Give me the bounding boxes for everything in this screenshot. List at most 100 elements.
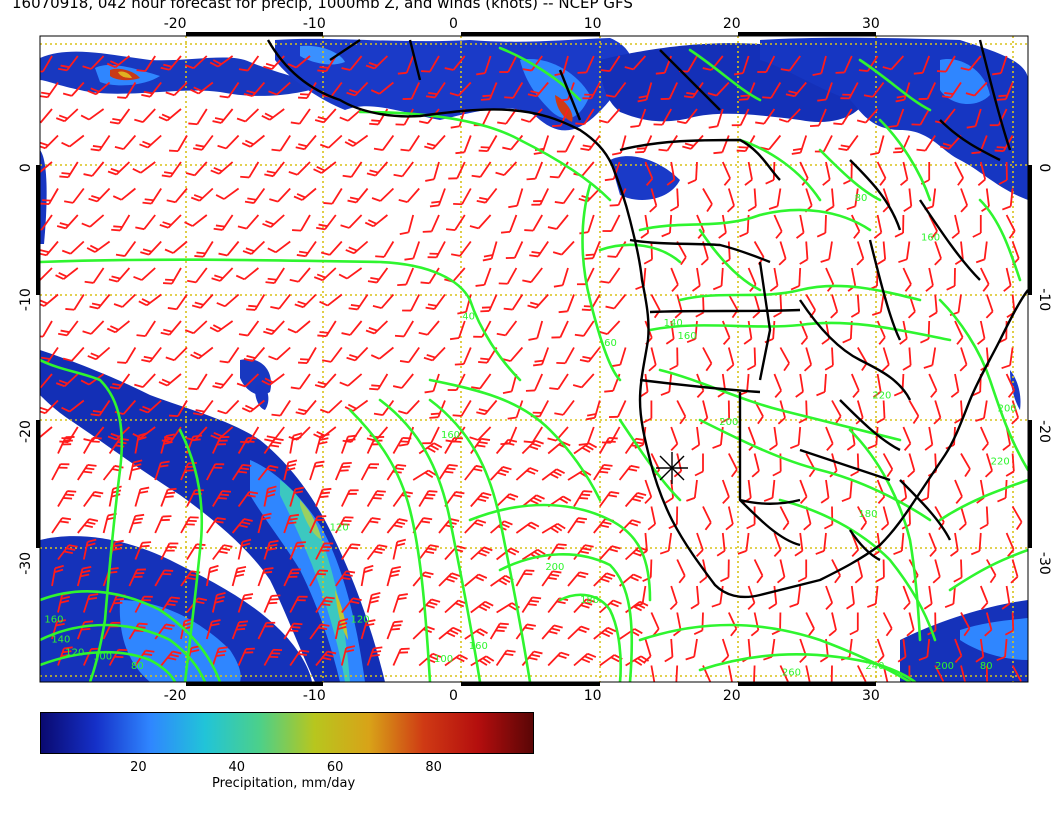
wind-barb xyxy=(107,161,131,176)
wind-barb xyxy=(392,538,407,560)
wind-barb xyxy=(287,55,311,69)
wind-barb xyxy=(340,489,359,507)
wind-barb xyxy=(420,267,440,285)
wind-barb xyxy=(1003,267,1012,292)
wind-barb xyxy=(217,134,240,150)
wind-barb xyxy=(366,161,389,177)
wind-barb xyxy=(40,399,59,415)
wind-barb xyxy=(751,453,760,478)
wind-barb xyxy=(527,81,549,98)
wind-barb xyxy=(618,464,640,481)
contour-label: 120 xyxy=(330,522,349,533)
wind-barb xyxy=(979,267,990,292)
wind-barb xyxy=(916,135,936,152)
lat-tick-right: -30 xyxy=(1036,552,1052,575)
wind-barb xyxy=(907,453,916,478)
wind-barb xyxy=(768,585,778,610)
wind-barb xyxy=(515,569,535,587)
wind-barb xyxy=(533,347,550,367)
contour-label: 100 xyxy=(93,652,112,663)
wind-barb xyxy=(309,569,328,587)
wind-barb xyxy=(825,585,834,611)
wind-barb xyxy=(882,612,893,637)
wind-barb xyxy=(236,108,260,123)
wind-barb xyxy=(263,320,285,336)
wind-barb xyxy=(658,135,678,152)
wind-barb xyxy=(702,347,713,372)
wind-barb xyxy=(427,241,446,259)
wind-barb xyxy=(40,55,53,73)
wind-barb xyxy=(495,161,518,177)
wind-barb xyxy=(89,293,111,310)
wind-barb xyxy=(755,108,776,125)
contour-label: 160 xyxy=(678,331,697,342)
contour-label: 200 xyxy=(719,417,738,428)
contour-label: 120 xyxy=(65,648,84,659)
wind-barb xyxy=(825,188,835,212)
wind-barb xyxy=(937,55,956,73)
wind-barb xyxy=(824,347,834,371)
wind-barb xyxy=(154,460,170,481)
wind-barb xyxy=(335,570,356,587)
wind-barb xyxy=(669,347,679,371)
wind-barb xyxy=(923,585,933,610)
wind-barb xyxy=(895,82,911,103)
wind-barb xyxy=(867,585,879,608)
wind-barb xyxy=(112,187,136,201)
wind-barb xyxy=(237,647,255,666)
wind-barb xyxy=(159,214,182,229)
wind-barb xyxy=(996,82,1014,101)
wind-barb xyxy=(888,108,905,128)
wind-barb xyxy=(316,214,337,231)
wind-barb xyxy=(57,490,77,507)
wind-barb xyxy=(375,241,395,258)
wind-barb xyxy=(158,108,182,122)
wind-barb xyxy=(746,347,757,371)
wind-barb xyxy=(184,55,208,70)
wind-barb xyxy=(268,346,291,361)
lon-tick-bottom: 30 xyxy=(862,688,880,700)
wind-barb xyxy=(61,134,85,148)
wind-barb xyxy=(193,399,214,416)
wind-barb xyxy=(360,517,381,534)
wind-barb xyxy=(209,320,234,333)
wind-barb xyxy=(780,55,801,72)
wind-barb xyxy=(257,512,272,534)
wind-barb xyxy=(109,108,131,125)
wind-barb xyxy=(268,81,291,96)
wind-barb xyxy=(191,293,214,309)
colorbar-tick: 60 xyxy=(326,760,344,775)
wind-barb xyxy=(471,161,492,178)
wind-barb xyxy=(522,267,543,284)
wind-barb xyxy=(317,320,337,338)
wind-barb xyxy=(871,294,885,316)
wind-barb xyxy=(960,55,982,71)
wind-barb xyxy=(154,515,172,534)
wind-barb xyxy=(881,347,890,372)
wind-barb xyxy=(476,55,492,76)
contour-label: 200 xyxy=(998,404,1017,415)
wind-barb xyxy=(958,506,967,531)
wind-barb xyxy=(726,347,735,372)
wind-barb xyxy=(972,215,982,238)
wind-barb xyxy=(908,400,920,425)
wind-barb xyxy=(902,426,912,451)
wind-barb xyxy=(219,81,240,99)
wind-barb xyxy=(212,490,232,507)
wind-barb xyxy=(160,320,182,336)
contour-label: 260 xyxy=(782,667,801,678)
wind-barb xyxy=(82,538,97,560)
lon-tick-bottom: 0 xyxy=(449,688,458,700)
wind-barb xyxy=(470,600,494,614)
wind-barb xyxy=(231,620,249,640)
wind-barb xyxy=(521,494,545,508)
wind-barb xyxy=(951,214,960,239)
wind-barb xyxy=(976,479,985,504)
wind-barb xyxy=(365,55,389,70)
wind-barb xyxy=(823,506,834,530)
wind-barb xyxy=(737,532,750,555)
wind-barb xyxy=(444,437,463,454)
wind-barb xyxy=(238,55,260,72)
wind-barb xyxy=(924,426,934,451)
wind-barb xyxy=(554,187,575,205)
